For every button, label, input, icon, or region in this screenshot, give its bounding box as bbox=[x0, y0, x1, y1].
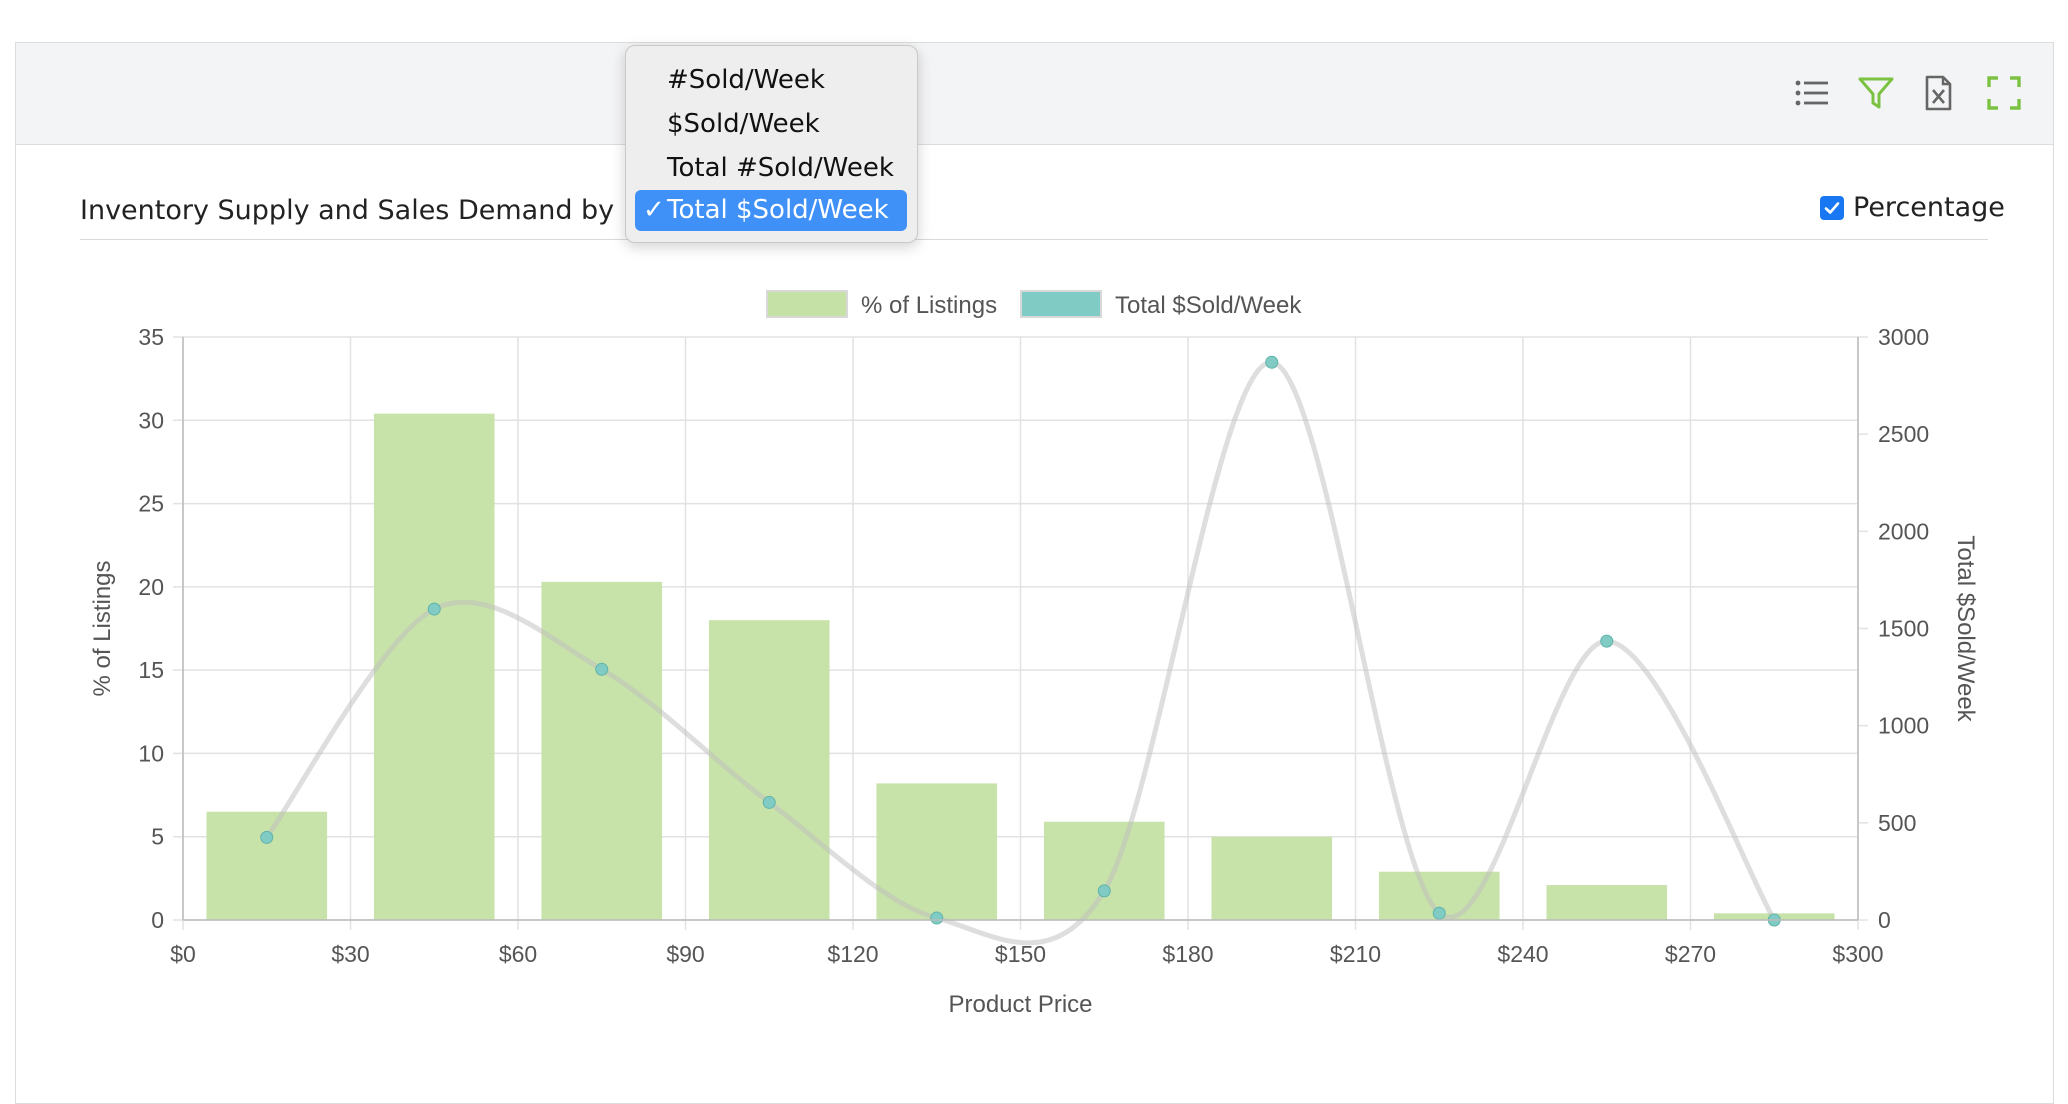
fullscreen-icon[interactable] bbox=[1984, 73, 2024, 113]
dropdown-option-sold-dollars[interactable]: $Sold/Week bbox=[635, 104, 907, 145]
option-label: Total $Sold/Week bbox=[667, 195, 889, 225]
option-label: #Sold/Week bbox=[667, 65, 825, 95]
chart-title: Inventory Supply and Sales Demand by Pri… bbox=[80, 195, 689, 226]
panel-header bbox=[16, 43, 2053, 145]
option-label: $Sold/Week bbox=[667, 109, 820, 139]
dropdown-option-total-sold-count[interactable]: Total #Sold/Week bbox=[635, 148, 907, 189]
title-divider bbox=[80, 239, 1988, 240]
percentage-label: Percentage bbox=[1853, 192, 2005, 223]
dropdown-option-total-sold-dollars[interactable]: ✓ Total $Sold/Week bbox=[635, 190, 907, 231]
dropdown-option-sold-count[interactable]: #Sold/Week bbox=[635, 60, 907, 101]
option-label: Total #Sold/Week bbox=[667, 153, 894, 183]
excel-export-icon[interactable] bbox=[1918, 73, 1958, 113]
checkmark-icon bbox=[1824, 201, 1840, 214]
percentage-toggle[interactable]: Percentage bbox=[1820, 192, 2005, 223]
filter-icon[interactable] bbox=[1856, 73, 1896, 113]
metric-dropdown[interactable]: #Sold/Week $Sold/Week Total #Sold/Week ✓… bbox=[625, 45, 918, 243]
percentage-checkbox[interactable] bbox=[1820, 195, 1844, 220]
check-icon: ✓ bbox=[643, 195, 665, 225]
list-icon[interactable] bbox=[1792, 73, 1832, 113]
